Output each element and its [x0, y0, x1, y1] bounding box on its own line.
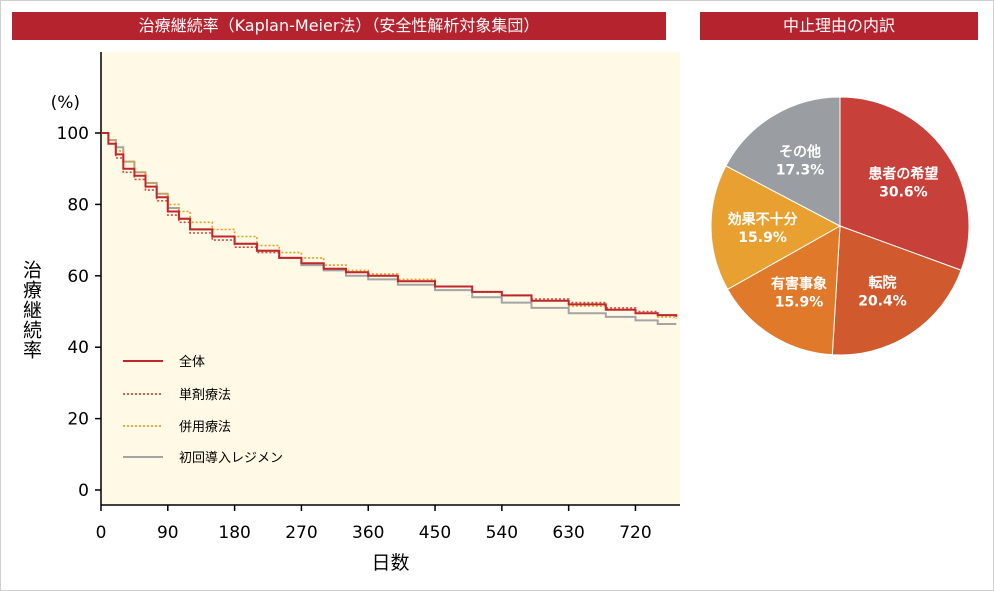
x-tick-label: 180 [218, 523, 250, 543]
series-line-1 [101, 132, 677, 316]
y-tick-label: 60 [67, 267, 89, 287]
pie-label-1: 転院 [869, 275, 897, 292]
y-axis-title: 治療継続率 [20, 260, 42, 360]
y-unit-label: (%) [51, 93, 80, 113]
y-tick-label: 80 [67, 195, 89, 215]
legend-label-2: 併用療法 [179, 420, 231, 435]
series-line-2 [101, 132, 678, 319]
legend-label-0: 全体 [179, 354, 205, 370]
x-tick-label: 450 [419, 523, 451, 543]
pie-slice-4 [725, 96, 841, 227]
x-tick-label: 90 [157, 523, 179, 543]
pie-value-2: 15.9% [775, 295, 824, 311]
y-tick-label: 40 [67, 338, 89, 358]
y-tick-label: 100 [57, 124, 89, 144]
x-tick-label: 630 [552, 523, 584, 543]
y-tick-label: 0 [78, 481, 89, 501]
pie-chart-title: 中止理由の内訳 [700, 12, 978, 40]
pie-value-1: 20.4% [858, 294, 907, 310]
x-tick-label: 0 [96, 523, 107, 543]
km-line-chart: 0 20 40 60 80 100 0 90 180 270 360 450 540 630 720 (%) 日… [20, 52, 680, 574]
pie-slice-0 [839, 96, 970, 271]
series-line-0 [101, 132, 678, 317]
pie-slice-2 [726, 225, 841, 356]
legend-label-3: 初回導入レジメン [179, 451, 283, 466]
pie-label-2: 有害事象 [771, 276, 827, 293]
x-tick-label: 270 [285, 523, 317, 543]
pie-slice-3 [710, 165, 842, 291]
pie-value-0: 30.6% [879, 185, 928, 201]
survival-chart-title: 治療継続率（Kaplan-Meier法）（安全性解析対象集団） [12, 12, 666, 40]
x-tick-label: 360 [352, 523, 384, 543]
y-tick-label: 20 [67, 410, 89, 430]
discontinuation-pie-chart: 患者の希望 30.6% 転院 20.4% 有害事象 15.9% 効果不十分 15.9% その他 1… [710, 96, 970, 356]
pie-value-4: 17.3% [776, 163, 825, 179]
pie-label-4: その他 [779, 144, 821, 161]
pie-label-3: 効果不十分 [728, 211, 798, 228]
pie-label-0: 患者の希望 [868, 166, 938, 183]
pie-value-3: 15.9% [738, 230, 787, 246]
legend-label-1: 単剤療法 [179, 387, 231, 403]
pie-slice-1 [831, 225, 962, 356]
x-tick-label: 540 [486, 523, 518, 543]
x-axis-title: 日数 [371, 552, 409, 574]
x-tick-label: 720 [619, 523, 651, 543]
